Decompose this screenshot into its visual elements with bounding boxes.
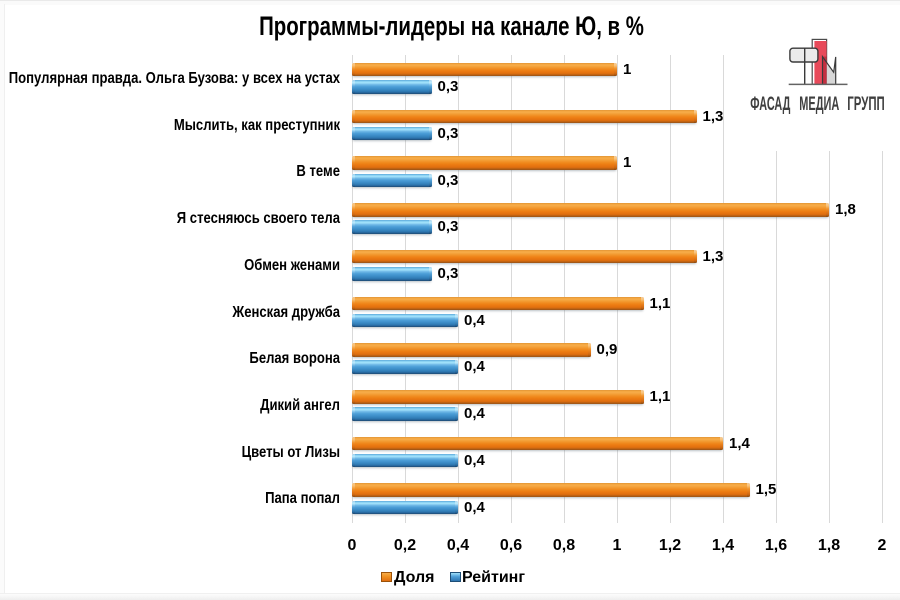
- svg-text:ГРУПП: ГРУПП: [847, 94, 885, 115]
- svg-text:МЕДИА: МЕДИА: [799, 94, 839, 115]
- svg-text:ФАСАД: ФАСАД: [750, 94, 790, 115]
